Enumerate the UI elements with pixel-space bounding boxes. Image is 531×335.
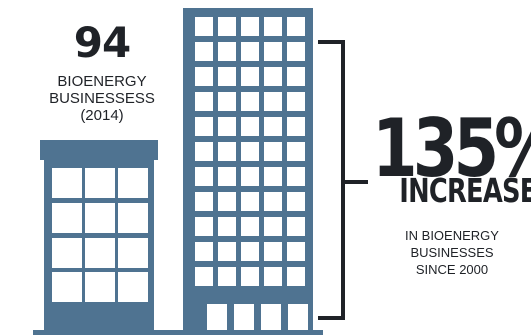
tall-building-window bbox=[195, 17, 213, 36]
tall-building-window bbox=[264, 92, 282, 111]
tall-building-window bbox=[218, 42, 236, 61]
tall-building-window bbox=[195, 192, 213, 211]
small-building-caption-line: (2014) bbox=[80, 107, 124, 124]
small-building-window bbox=[118, 238, 148, 268]
tall-building-window bbox=[264, 117, 282, 136]
small-building-window bbox=[85, 168, 115, 198]
tall-building-window bbox=[241, 192, 259, 211]
tall-building-window bbox=[195, 267, 213, 286]
tall-building-window bbox=[195, 242, 213, 261]
tall-building-window bbox=[195, 167, 213, 186]
tall-building-window bbox=[241, 167, 259, 186]
tall-building-window bbox=[195, 67, 213, 86]
tall-building-window bbox=[241, 17, 259, 36]
tall-building-window bbox=[264, 17, 282, 36]
tall-building-window bbox=[241, 42, 259, 61]
tall-building-window bbox=[287, 117, 305, 136]
tall-building-window bbox=[241, 217, 259, 236]
increase-word: INCREASE bbox=[399, 171, 531, 210]
tall-building-window bbox=[287, 267, 305, 286]
tall-building-window bbox=[218, 17, 236, 36]
tall-building-window bbox=[241, 92, 259, 111]
tall-building-window bbox=[218, 142, 236, 161]
tall-building-window bbox=[241, 142, 259, 161]
tall-building-window bbox=[195, 92, 213, 111]
increase-bracket bbox=[318, 40, 368, 320]
tall-building-window bbox=[195, 217, 213, 236]
tall-building-window bbox=[218, 217, 236, 236]
tall-building-window bbox=[241, 67, 259, 86]
tall-building-window bbox=[264, 242, 282, 261]
tall-building-window bbox=[264, 42, 282, 61]
increase-caption-line: IN BIOENERGY bbox=[405, 228, 499, 243]
ground-line bbox=[33, 330, 323, 335]
tall-building-window bbox=[287, 192, 305, 211]
tall-building-window bbox=[264, 67, 282, 86]
tall-building-window bbox=[287, 92, 305, 111]
small-building-window bbox=[52, 272, 82, 302]
tall-building-window bbox=[264, 217, 282, 236]
small-building-window bbox=[52, 238, 82, 268]
small-building-window bbox=[118, 272, 148, 302]
tall-building-window bbox=[195, 117, 213, 136]
tall-building-window bbox=[264, 167, 282, 186]
tall-building-window bbox=[287, 167, 305, 186]
small-building-window bbox=[85, 272, 115, 302]
small-building-caption-line: BIOENERGY bbox=[57, 73, 147, 90]
tall-building-window bbox=[218, 192, 236, 211]
tall-building-window bbox=[241, 117, 259, 136]
small-building bbox=[40, 140, 158, 335]
tall-building-window bbox=[218, 67, 236, 86]
small-building-window bbox=[85, 203, 115, 233]
tall-building-window bbox=[241, 267, 259, 286]
tall-building-window bbox=[218, 117, 236, 136]
tall-building-window bbox=[264, 192, 282, 211]
tall-building-window bbox=[287, 67, 305, 86]
small-building-caption-line: BUSINESSESS bbox=[49, 90, 155, 107]
tall-building-window bbox=[264, 267, 282, 286]
tall-building-window bbox=[218, 92, 236, 111]
tall-building bbox=[183, 8, 313, 335]
tall-building-door bbox=[261, 304, 281, 332]
tall-building-window bbox=[287, 42, 305, 61]
tall-building-window bbox=[287, 142, 305, 161]
tall-building-window bbox=[241, 242, 259, 261]
increase-caption-line: BUSINESSES bbox=[410, 245, 494, 260]
small-building-window bbox=[85, 238, 115, 268]
tall-building-window bbox=[218, 242, 236, 261]
small-building-window bbox=[52, 168, 82, 198]
tall-building-window bbox=[195, 42, 213, 61]
tall-building-window bbox=[287, 242, 305, 261]
tall-building-window bbox=[287, 217, 305, 236]
tall-building-door bbox=[288, 304, 308, 332]
small-building-window bbox=[118, 168, 148, 198]
small-building-window bbox=[52, 203, 82, 233]
tall-building-window bbox=[287, 17, 305, 36]
tall-building-window bbox=[195, 142, 213, 161]
increase-caption-line: SINCE 2000 bbox=[415, 262, 489, 277]
small-building-count: 94 bbox=[73, 18, 131, 67]
tall-building-door bbox=[234, 304, 254, 332]
tall-building-door bbox=[207, 304, 227, 332]
small-building-window bbox=[118, 203, 148, 233]
tall-building-window bbox=[218, 267, 236, 286]
tall-building-window bbox=[218, 167, 236, 186]
tall-building-window bbox=[264, 142, 282, 161]
